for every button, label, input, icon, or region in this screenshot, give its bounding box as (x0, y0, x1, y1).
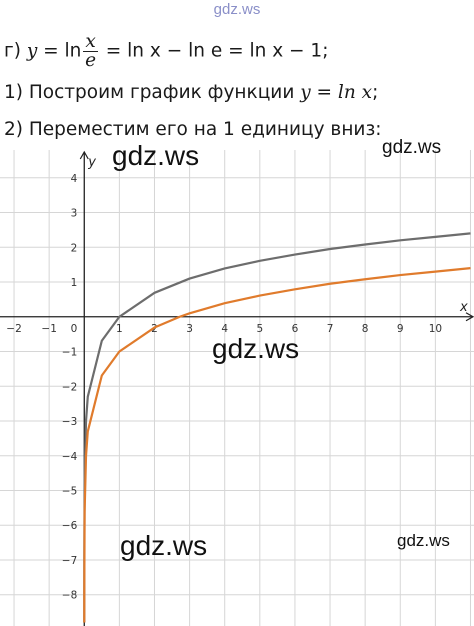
y-tick-label: −6 (62, 520, 78, 532)
x-tick-label: 3 (186, 323, 193, 335)
step-1-text: 1) Построим график функции (4, 82, 301, 103)
step-1-formula: y = ln x (300, 82, 373, 103)
x-tick-label: 4 (221, 323, 228, 335)
item-letter: г) (4, 40, 27, 62)
x-tick-label: 8 (362, 323, 369, 335)
x-tick-label: 10 (429, 323, 442, 335)
y-tick-label: −5 (62, 485, 77, 497)
watermark-large-1: gdz.ws (112, 140, 200, 171)
step-1-end: ; (372, 82, 379, 103)
x-tick-label: 9 (397, 323, 404, 335)
y-tick-label: 1 (71, 277, 78, 289)
y-tick-label: −2 (62, 381, 77, 393)
x-tick-label: 5 (256, 323, 263, 335)
equals-ln: = ln (37, 40, 82, 62)
x-tick-label: 1 (116, 323, 123, 335)
solution-line-3: 2) Переместим его на 1 единицу вниз: (4, 119, 382, 140)
watermark-small-1: gdz.ws (382, 137, 442, 158)
fraction-denominator: e (85, 50, 97, 71)
y-tick-label: −7 (62, 555, 77, 567)
watermark-large-2: gdz.ws (212, 333, 300, 364)
solution-line-2: 1) Построим график функции y = ln x; (4, 82, 378, 103)
x-axis-label: x (459, 300, 468, 315)
fraction-numerator: x (83, 31, 98, 52)
equation-rest: = ln x − ln e = ln x − 1; (99, 40, 329, 62)
y-tick-label: 3 (71, 208, 78, 220)
series-line-1 (83, 232, 471, 623)
y-tick-label: −3 (62, 416, 77, 428)
x-tick-label: 6 (292, 323, 299, 335)
y-axis-label: y (87, 155, 96, 170)
x-tick-label: −2 (6, 323, 21, 335)
origin-label: 0 (71, 323, 78, 335)
x-tick-label: −1 (41, 323, 56, 335)
y-axis-arrow (79, 150, 89, 160)
watermark-top: gdz.ws (213, 1, 261, 18)
series-line-2 (83, 267, 471, 623)
y-tick-label: −8 (62, 590, 77, 602)
watermark-large-3: gdz.ws (120, 530, 208, 561)
x-axis-arrow (465, 312, 474, 322)
x-tick-label: 7 (327, 323, 334, 335)
y-tick-label: 4 (71, 173, 78, 185)
var-y: y (26, 40, 38, 62)
solution-line-1: г) y = ln x e = ln x − ln e = ln x − 1; (4, 31, 329, 71)
watermark-small-2: gdz.ws (397, 531, 450, 550)
y-tick-label: −1 (62, 347, 77, 359)
y-tick-label: 2 (71, 242, 78, 254)
y-tick-label: −4 (62, 451, 78, 463)
